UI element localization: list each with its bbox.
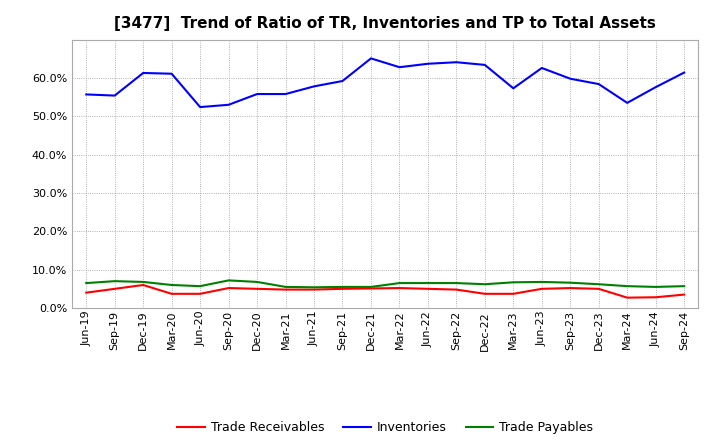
Trade Receivables	[423, 286, 432, 291]
Inventories	[82, 92, 91, 97]
Trade Payables	[253, 279, 261, 285]
Inventories	[652, 84, 660, 90]
Trade Receivables	[623, 295, 631, 300]
Trade Payables	[139, 279, 148, 285]
Trade Payables	[509, 280, 518, 285]
Inventories	[623, 100, 631, 106]
Trade Receivables	[338, 286, 347, 291]
Trade Receivables	[366, 286, 375, 291]
Trade Payables	[310, 285, 318, 290]
Trade Receivables	[509, 291, 518, 297]
Trade Payables	[595, 282, 603, 287]
Trade Receivables	[452, 287, 461, 292]
Inventories	[338, 78, 347, 84]
Trade Payables	[366, 284, 375, 290]
Trade Payables	[423, 280, 432, 286]
Trade Payables	[167, 282, 176, 288]
Inventories	[452, 59, 461, 65]
Trade Receivables	[253, 286, 261, 291]
Inventories	[167, 71, 176, 77]
Trade Receivables	[139, 282, 148, 288]
Trade Payables	[680, 283, 688, 289]
Trade Receivables	[537, 286, 546, 291]
Trade Receivables	[282, 287, 290, 292]
Trade Receivables	[82, 290, 91, 295]
Line: Inventories: Inventories	[86, 59, 684, 107]
Trade Receivables	[310, 287, 318, 292]
Trade Receivables	[595, 286, 603, 291]
Trade Payables	[652, 284, 660, 290]
Trade Receivables	[110, 286, 119, 291]
Trade Receivables	[480, 291, 489, 297]
Inventories	[509, 86, 518, 91]
Inventories	[139, 70, 148, 76]
Inventories	[395, 65, 404, 70]
Inventories	[366, 56, 375, 61]
Trade Receivables	[225, 286, 233, 291]
Inventories	[310, 84, 318, 89]
Inventories	[537, 65, 546, 70]
Inventories	[225, 102, 233, 107]
Trade Payables	[225, 278, 233, 283]
Inventories	[196, 104, 204, 110]
Inventories	[480, 62, 489, 68]
Legend: Trade Receivables, Inventories, Trade Payables: Trade Receivables, Inventories, Trade Pa…	[172, 416, 598, 439]
Inventories	[423, 61, 432, 66]
Trade Payables	[623, 283, 631, 289]
Inventories	[110, 93, 119, 98]
Trade Payables	[82, 280, 91, 286]
Trade Receivables	[652, 295, 660, 300]
Trade Payables	[338, 284, 347, 290]
Inventories	[566, 76, 575, 81]
Inventories	[680, 70, 688, 75]
Line: Trade Payables: Trade Payables	[86, 280, 684, 287]
Trade Receivables	[566, 286, 575, 291]
Trade Payables	[282, 284, 290, 290]
Trade Receivables	[395, 286, 404, 291]
Inventories	[253, 92, 261, 97]
Inventories	[595, 81, 603, 87]
Line: Trade Receivables: Trade Receivables	[86, 285, 684, 297]
Trade Receivables	[196, 291, 204, 297]
Inventories	[282, 92, 290, 97]
Title: [3477]  Trend of Ratio of TR, Inventories and TP to Total Assets: [3477] Trend of Ratio of TR, Inventories…	[114, 16, 656, 32]
Trade Payables	[452, 280, 461, 286]
Trade Receivables	[680, 292, 688, 297]
Trade Payables	[566, 280, 575, 285]
Trade Payables	[537, 279, 546, 285]
Trade Payables	[480, 282, 489, 287]
Trade Payables	[110, 279, 119, 284]
Trade Payables	[395, 280, 404, 286]
Trade Receivables	[167, 291, 176, 297]
Trade Payables	[196, 283, 204, 289]
